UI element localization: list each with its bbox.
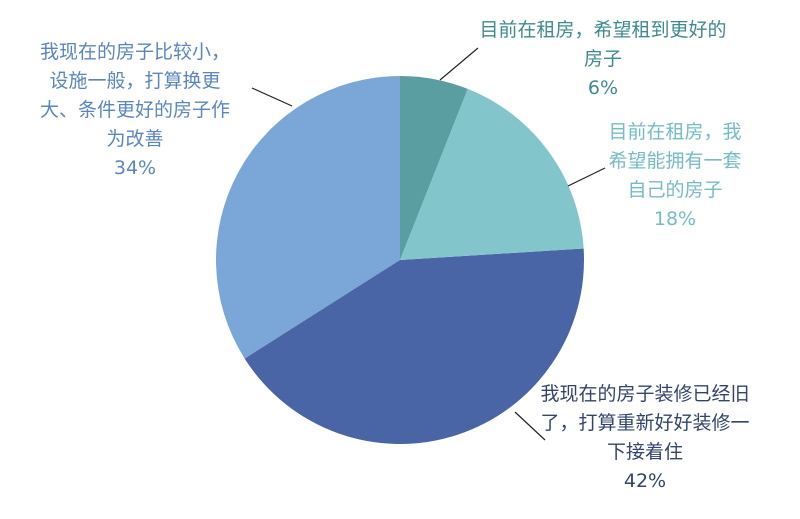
category-label: 我现在的房子比较小，设施一般，打算换更大、条件更好的房子作为改善 bbox=[39, 41, 230, 150]
slice-label: 目前在租房，我希望能拥有一套自己的房子 18% bbox=[600, 118, 750, 234]
leader-line bbox=[514, 411, 546, 441]
slice-label: 我现在的房子比较小，设施一般，打算换更大、条件更好的房子作为改善 34% bbox=[32, 38, 238, 183]
value-label: 42% bbox=[623, 470, 667, 492]
pie-slice bbox=[400, 76, 468, 260]
pie-slice bbox=[244, 248, 584, 444]
slice-label: 目前在租房，希望租到更好的房子 6% bbox=[478, 16, 728, 103]
category-label: 我现在的房子装修已经旧了，打算重新好好装修一下接着住 bbox=[540, 383, 750, 463]
category-label: 目前在租房，我希望能拥有一套自己的房子 bbox=[608, 121, 742, 201]
category-label: 目前在租房，希望租到更好的房子 bbox=[479, 19, 727, 70]
pie-slice bbox=[216, 75, 400, 359]
value-label: 34% bbox=[113, 157, 157, 179]
slice-label: 我现在的房子装修已经旧了，打算重新好好装修一下接着住 42% bbox=[535, 380, 755, 496]
pie-slice bbox=[400, 88, 584, 260]
value-label: 18% bbox=[653, 208, 697, 230]
leader-line bbox=[251, 87, 293, 107]
leader-line bbox=[567, 167, 606, 187]
leader-line bbox=[439, 47, 479, 81]
value-label: 6% bbox=[587, 77, 619, 99]
